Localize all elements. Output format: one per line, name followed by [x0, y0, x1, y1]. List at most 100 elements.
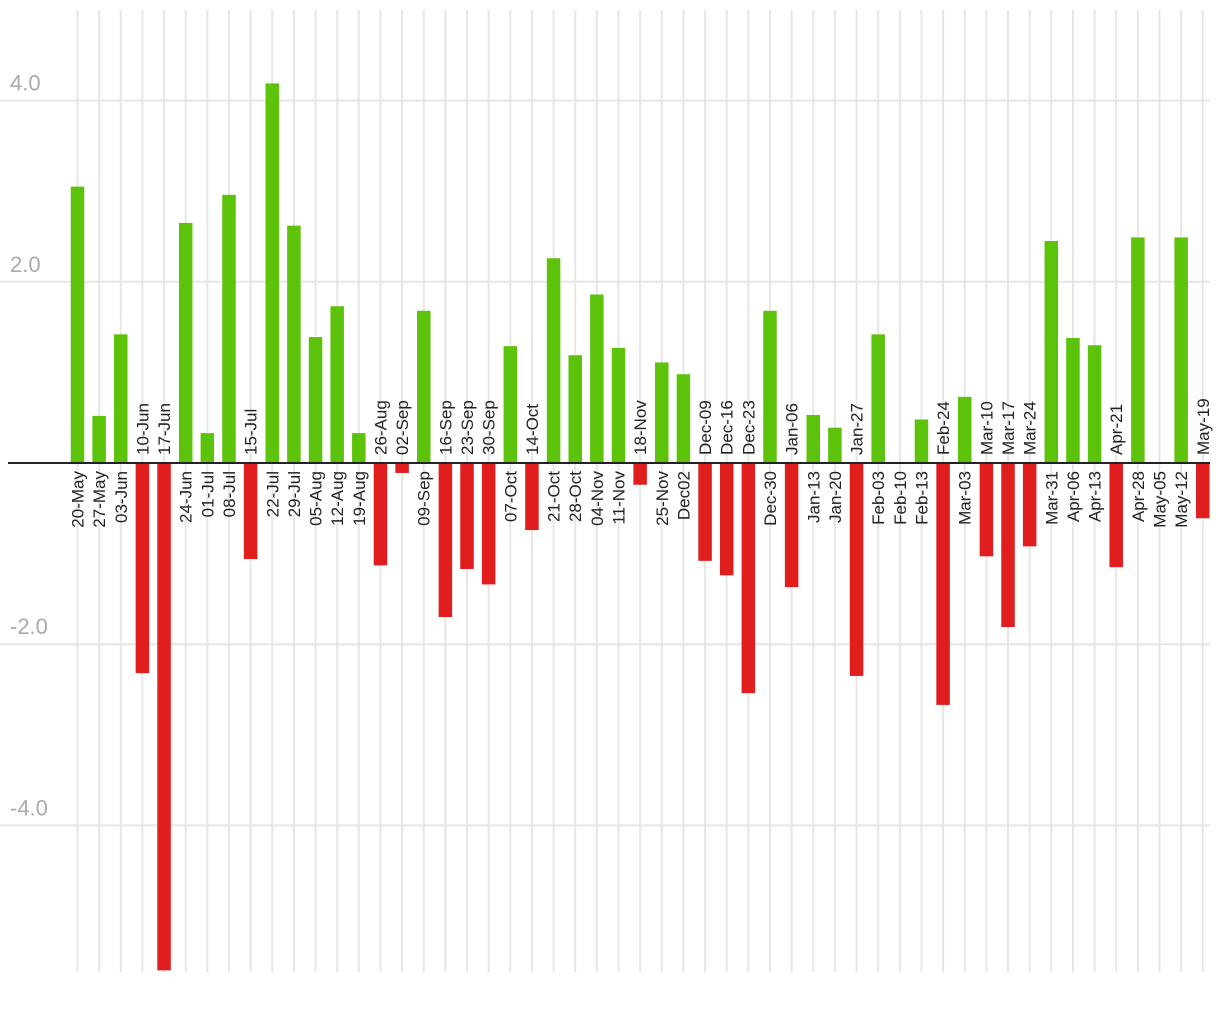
bar: [265, 83, 280, 464]
bar: [1131, 237, 1145, 463]
bar: [979, 463, 994, 557]
bar: [784, 463, 799, 588]
x-tick-label: Apr-28: [1129, 471, 1148, 522]
x-tick-label: 07-Oct: [501, 471, 520, 522]
bar: [957, 396, 972, 463]
bar: [568, 355, 582, 463]
bar: [806, 414, 821, 463]
bar: [481, 463, 496, 585]
x-tick-label: Dec-23: [739, 400, 758, 455]
bar: [546, 258, 561, 463]
bar: [1044, 241, 1059, 463]
vertical-gridlines: [76, 10, 1204, 972]
bar: [200, 433, 215, 463]
x-tick-label: Dec-30: [761, 471, 780, 526]
bar: [633, 463, 647, 485]
bar: [611, 347, 626, 463]
x-tick-label: 11-Nov: [610, 471, 629, 525]
x-tick-label: Mar-17: [999, 401, 1018, 455]
x-tick-label: 05-Aug: [307, 471, 326, 526]
bar: [590, 294, 604, 463]
bar: [1066, 337, 1080, 463]
bar: [373, 463, 388, 566]
bar: [828, 427, 842, 463]
x-tick-label: 23-Sep: [458, 400, 477, 455]
bar: [416, 310, 431, 463]
bar: [395, 463, 409, 473]
bar: [222, 194, 236, 463]
bar: [352, 433, 366, 463]
x-tick-label: Dec02: [674, 471, 693, 520]
y-tick-label: -4.0: [10, 795, 48, 820]
bar: [1174, 237, 1188, 463]
x-tick-label: Mar-31: [1042, 471, 1061, 525]
x-tick-label: Dec-16: [718, 400, 737, 455]
bar: [460, 463, 474, 570]
bar: [287, 225, 301, 463]
bar: [719, 463, 734, 576]
x-tick-label: Jan-27: [848, 403, 867, 455]
x-tick-label: May-19: [1194, 398, 1213, 455]
horizontal-gridlines: [0, 99, 1210, 827]
x-tick-label: Apr-21: [1107, 404, 1126, 455]
x-tick-label: Mar-10: [977, 401, 996, 455]
x-tick-label: 02-Sep: [393, 400, 412, 455]
x-tick-label: 26-Aug: [371, 400, 390, 455]
bar: [871, 334, 885, 463]
x-tick-label: Apr-06: [1064, 471, 1083, 522]
bar: [914, 419, 929, 463]
x-tick-label: Mar-03: [956, 471, 975, 525]
x-tick-label: 19-Aug: [350, 471, 369, 526]
x-tick-label: 28-Oct: [566, 471, 585, 522]
bar: [438, 463, 453, 618]
y-tick-label: 2.0: [10, 252, 41, 277]
x-tick-label: 27-May: [90, 471, 109, 528]
bar: [243, 463, 258, 560]
x-tick-label: 22-Jul: [263, 471, 282, 517]
bar: [308, 337, 323, 463]
bar: [1196, 463, 1210, 519]
y-tick-label: -2.0: [10, 614, 48, 639]
x-tick-label: 16-Sep: [436, 400, 455, 455]
bar: [698, 463, 712, 561]
x-tick-label: Feb-03: [869, 471, 888, 525]
bar: [1001, 463, 1015, 627]
x-tick-label: Jan-06: [783, 403, 802, 455]
bar: [676, 374, 691, 463]
bar: [92, 415, 106, 463]
y-axis-ticks: 4.0 2.0 -2.0 -4.0: [10, 71, 48, 821]
x-tick-label: 15-Jul: [242, 409, 261, 455]
bar: [1022, 463, 1037, 547]
x-tick-label: Feb-24: [934, 401, 953, 455]
x-tick-label: 21-Oct: [545, 471, 564, 522]
x-tick-label: 24-Jun: [177, 471, 196, 523]
bar: [741, 463, 756, 694]
x-tick-label: 30-Sep: [480, 400, 499, 455]
x-tick-label: 03-Jun: [112, 471, 131, 523]
x-tick-label: 29-Jul: [285, 471, 304, 517]
x-tick-label: Feb-13: [912, 471, 931, 525]
y-tick-label: 4.0: [10, 71, 41, 96]
x-tick-label: 10-Jun: [133, 403, 152, 455]
bar: [655, 362, 669, 463]
x-tick-label: Jan-20: [826, 471, 845, 523]
bar: [936, 463, 950, 705]
bar: [849, 463, 864, 676]
x-tick-label: 18-Nov: [631, 400, 650, 455]
x-tick-label: May-05: [1151, 471, 1170, 528]
bar: [157, 463, 171, 971]
bars: [70, 83, 1210, 971]
bar: [135, 463, 150, 674]
bar: [525, 463, 539, 531]
bar: [114, 334, 128, 463]
x-tick-label: Jan-13: [804, 471, 823, 523]
bar: [178, 222, 193, 463]
x-tick-label: Apr-13: [1086, 471, 1105, 522]
bar: [503, 346, 518, 463]
x-tick-label: Dec-09: [696, 400, 715, 455]
bar: [1087, 345, 1102, 463]
x-tick-label: 17-Jun: [155, 403, 174, 455]
x-tick-label: 08-Jul: [220, 471, 239, 517]
